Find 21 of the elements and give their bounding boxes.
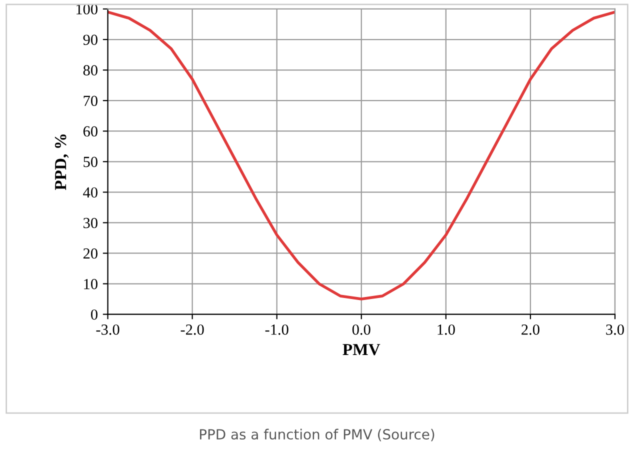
x-tick-label: 2.0: [522, 324, 540, 335]
y-tick-label: 70: [84, 96, 98, 106]
y-axis-title: PPD, %: [54, 134, 69, 190]
y-tick-label: 80: [83, 65, 98, 76]
y-tick-label: 30: [84, 218, 98, 228]
y-tick-label: 60: [83, 126, 98, 137]
y-tick-label: 40: [83, 187, 98, 198]
x-tick-label: -2.0: [180, 324, 204, 335]
y-tick-label: 90: [83, 34, 98, 45]
line-series: [108, 10, 615, 300]
x-tick-label: -1.0: [265, 324, 288, 335]
y-tick-label: 0: [91, 309, 98, 320]
x-axis-title: PMV: [342, 344, 380, 356]
x-tick-label: 3.0: [606, 324, 624, 335]
x-tick-label: 1.0: [438, 324, 455, 335]
y-tick-label: 50: [84, 156, 98, 168]
text: PPD as a function of PMV (Source): [200, 428, 434, 442]
y-tick-label: 10: [84, 278, 98, 290]
y-tick-label: 20: [83, 248, 98, 259]
x-tick-label: 0.0: [352, 324, 370, 335]
x-tick-label: -3.0: [96, 324, 120, 335]
